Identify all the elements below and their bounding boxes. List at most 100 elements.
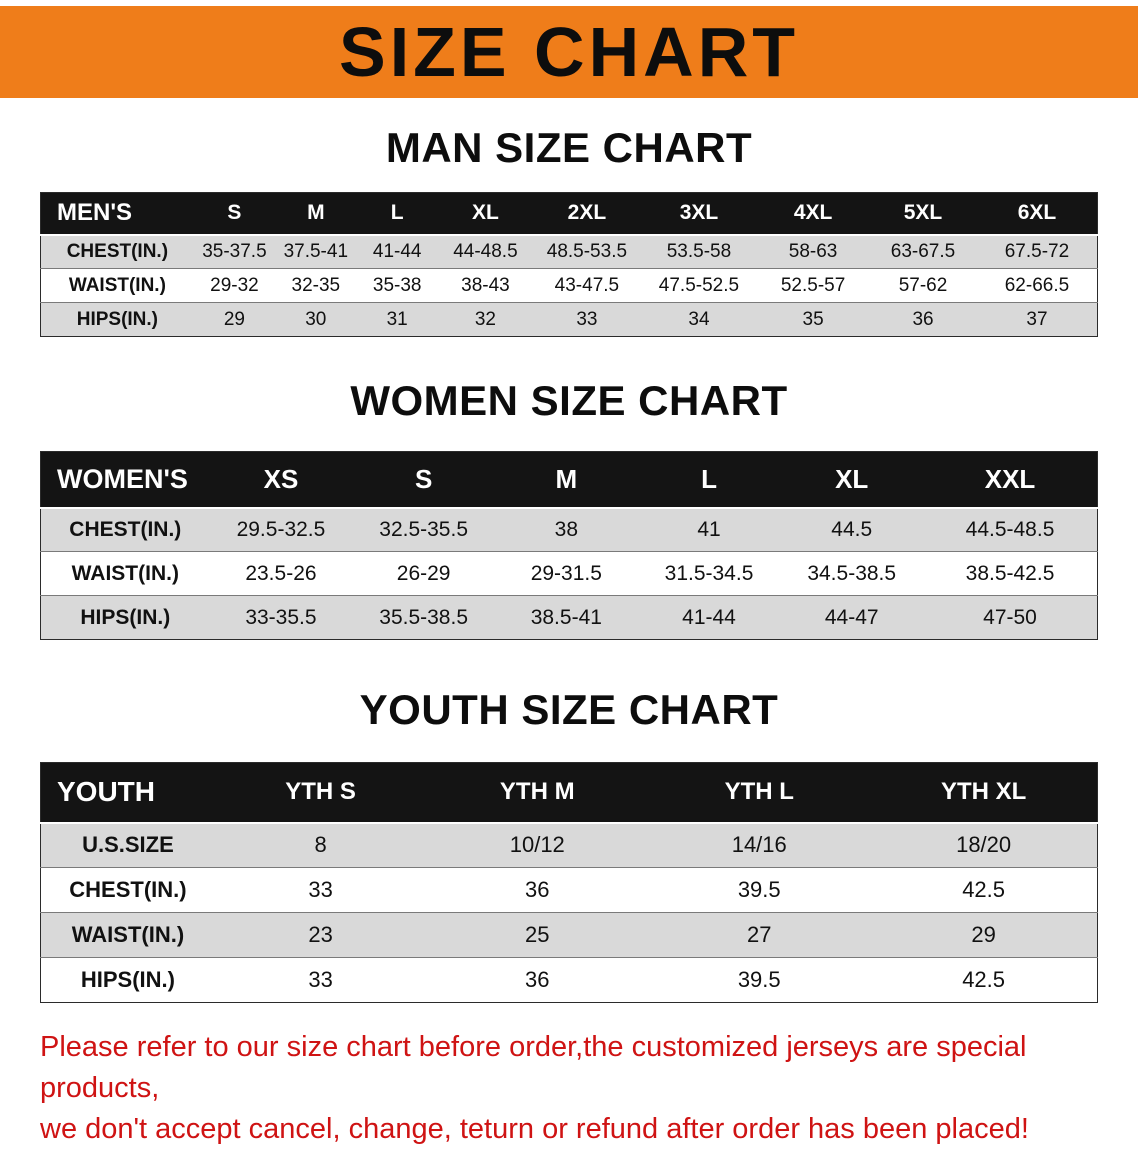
value-cell: 30 xyxy=(275,302,357,337)
size-chart-banner: SIZE CHART xyxy=(0,6,1138,98)
row-label-cell: CHEST(IN.) xyxy=(40,233,194,269)
row-label-cell: HIPS(IN.) xyxy=(40,957,215,1003)
value-cell: 29 xyxy=(870,912,1098,958)
size-header-cell: YTH L xyxy=(648,762,871,823)
value-cell: 62-66.5 xyxy=(976,268,1098,303)
value-cell: 38 xyxy=(494,506,638,552)
disclaimer-line-2: we don't accept cancel, change, teturn o… xyxy=(40,1113,1029,1146)
value-cell: 31 xyxy=(356,302,438,337)
value-cell: 34 xyxy=(640,302,758,337)
value-cell: 41-44 xyxy=(356,233,438,269)
womens-size-table: WOMEN'S XS S M L XL XXL CHEST(IN.) 29.5-32.5 32.5… xyxy=(40,451,1098,640)
value-cell: 35.5-38.5 xyxy=(352,595,495,640)
row-label-cell: HIPS(IN.) xyxy=(40,595,210,640)
value-cell: 18/20 xyxy=(870,821,1098,868)
table-title-cell: YOUTH xyxy=(40,762,215,823)
value-cell: 53.5-58 xyxy=(640,233,758,269)
size-header-cell: XS xyxy=(209,451,353,508)
value-cell: 29-32 xyxy=(193,268,276,303)
value-cell: 44.5 xyxy=(780,506,924,552)
table-row: CHEST(IN.) 29.5-32.5 32.5-35.5 38 41 44.5 44.5… xyxy=(40,506,1098,552)
value-cell: 29-31.5 xyxy=(494,551,638,596)
value-cell: 67.5-72 xyxy=(976,233,1098,269)
value-cell: 38-43 xyxy=(437,268,533,303)
value-cell: 38.5-41 xyxy=(494,595,638,640)
value-cell: 8 xyxy=(214,821,427,868)
value-cell: 32-35 xyxy=(275,268,357,303)
value-cell: 57-62 xyxy=(869,268,977,303)
value-cell: 44.5-48.5 xyxy=(923,506,1098,552)
value-cell: 23.5-26 xyxy=(209,551,353,596)
value-cell: 14/16 xyxy=(648,821,871,868)
youth-section-heading: YOUTH SIZE CHART xyxy=(359,686,779,733)
men-table-wrap: MEN'S S M L XL 2XL 3XL 4XL 5XL 6XL CHEST(IN.) 35-37… xyxy=(0,192,1138,337)
value-cell: 32.5-35.5 xyxy=(352,506,495,552)
value-cell: 37.5-41 xyxy=(275,233,357,269)
size-header-cell: YTH XL xyxy=(870,762,1098,823)
value-cell: 10/12 xyxy=(426,821,649,868)
table-row: WAIST(IN.) 23 25 27 29 xyxy=(40,912,1098,958)
size-header-cell: 5XL xyxy=(869,192,977,235)
value-cell: 33-35.5 xyxy=(209,595,353,640)
table-row: CHEST(IN.) 33 36 39.5 42.5 xyxy=(40,867,1098,913)
table-row: HIPS(IN.) 33 36 39.5 42.5 xyxy=(40,957,1098,1003)
size-header-cell: XL xyxy=(780,451,924,508)
value-cell: 29 xyxy=(193,302,276,337)
value-cell: 47-50 xyxy=(923,595,1098,640)
value-cell: 39.5 xyxy=(648,957,871,1003)
value-cell: 23 xyxy=(214,912,427,958)
value-cell: 26-29 xyxy=(352,551,495,596)
row-label-cell: HIPS(IN.) xyxy=(40,302,194,337)
value-cell: 34.5-38.5 xyxy=(780,551,924,596)
value-cell: 35 xyxy=(757,302,870,337)
size-header-cell: XXL xyxy=(923,451,1098,508)
table-row: CHEST(IN.) 35-37.5 37.5-41 41-44 44-48.5 48.5… xyxy=(40,233,1098,269)
size-header-cell: S xyxy=(193,192,276,235)
value-cell: 63-67.5 xyxy=(869,233,977,269)
value-cell: 44-48.5 xyxy=(437,233,533,269)
size-header-cell: S xyxy=(352,451,495,508)
size-header-cell: M xyxy=(494,451,638,508)
value-cell: 41 xyxy=(637,506,781,552)
size-header-cell: M xyxy=(275,192,357,235)
value-cell: 38.5-42.5 xyxy=(923,551,1098,596)
size-header-cell: YTH S xyxy=(214,762,427,823)
page-title: SIZE CHART xyxy=(339,13,799,91)
row-label-cell: U.S.SIZE xyxy=(40,821,215,868)
size-header-cell: L xyxy=(356,192,438,235)
value-cell: 42.5 xyxy=(870,957,1098,1003)
header-row: YOUTH YTH S YTH M YTH L YTH XL xyxy=(40,762,1098,823)
mens-size-table: MEN'S S M L XL 2XL 3XL 4XL 5XL 6XL CHEST(IN.) 35-37… xyxy=(40,192,1098,337)
size-header-cell: 3XL xyxy=(640,192,758,235)
value-cell: 48.5-53.5 xyxy=(533,233,641,269)
value-cell: 27 xyxy=(648,912,871,958)
value-cell: 42.5 xyxy=(870,867,1098,913)
value-cell: 41-44 xyxy=(637,595,781,640)
value-cell: 33 xyxy=(214,867,427,913)
value-cell: 36 xyxy=(426,867,649,913)
value-cell: 35-37.5 xyxy=(193,233,276,269)
table-row: U.S.SIZE 8 10/12 14/16 18/20 xyxy=(40,821,1098,868)
size-header-cell: XL xyxy=(437,192,533,235)
row-label-cell: CHEST(IN.) xyxy=(40,867,215,913)
row-label-cell: WAIST(IN.) xyxy=(40,551,210,596)
header-row: MEN'S S M L XL 2XL 3XL 4XL 5XL 6XL xyxy=(40,192,1098,235)
value-cell: 44-47 xyxy=(780,595,924,640)
header-row: WOMEN'S XS S M L XL XXL xyxy=(40,451,1098,508)
women-table-wrap: WOMEN'S XS S M L XL XXL CHEST(IN.) 29.5-32.5 32.5… xyxy=(0,451,1138,640)
size-header-cell: 2XL xyxy=(533,192,641,235)
value-cell: 37 xyxy=(976,302,1098,337)
men-section-heading: MAN SIZE CHART xyxy=(385,124,753,171)
women-section-heading: WOMEN SIZE CHART xyxy=(350,377,788,424)
youth-size-table: YOUTH YTH S YTH M YTH L YTH XL U.S.SIZE 8 10/12… xyxy=(40,762,1098,1003)
value-cell: 31.5-34.5 xyxy=(637,551,781,596)
value-cell: 52.5-57 xyxy=(757,268,870,303)
table-title-cell: WOMEN'S xyxy=(40,451,210,508)
value-cell: 25 xyxy=(426,912,649,958)
value-cell: 32 xyxy=(437,302,533,337)
value-cell: 29.5-32.5 xyxy=(209,506,353,552)
size-header-cell: 4XL xyxy=(757,192,870,235)
table-row: HIPS(IN.) 29 30 31 32 33 34 35 36 37 xyxy=(40,302,1098,337)
row-label-cell: CHEST(IN.) xyxy=(40,506,210,552)
size-header-cell: 6XL xyxy=(976,192,1098,235)
